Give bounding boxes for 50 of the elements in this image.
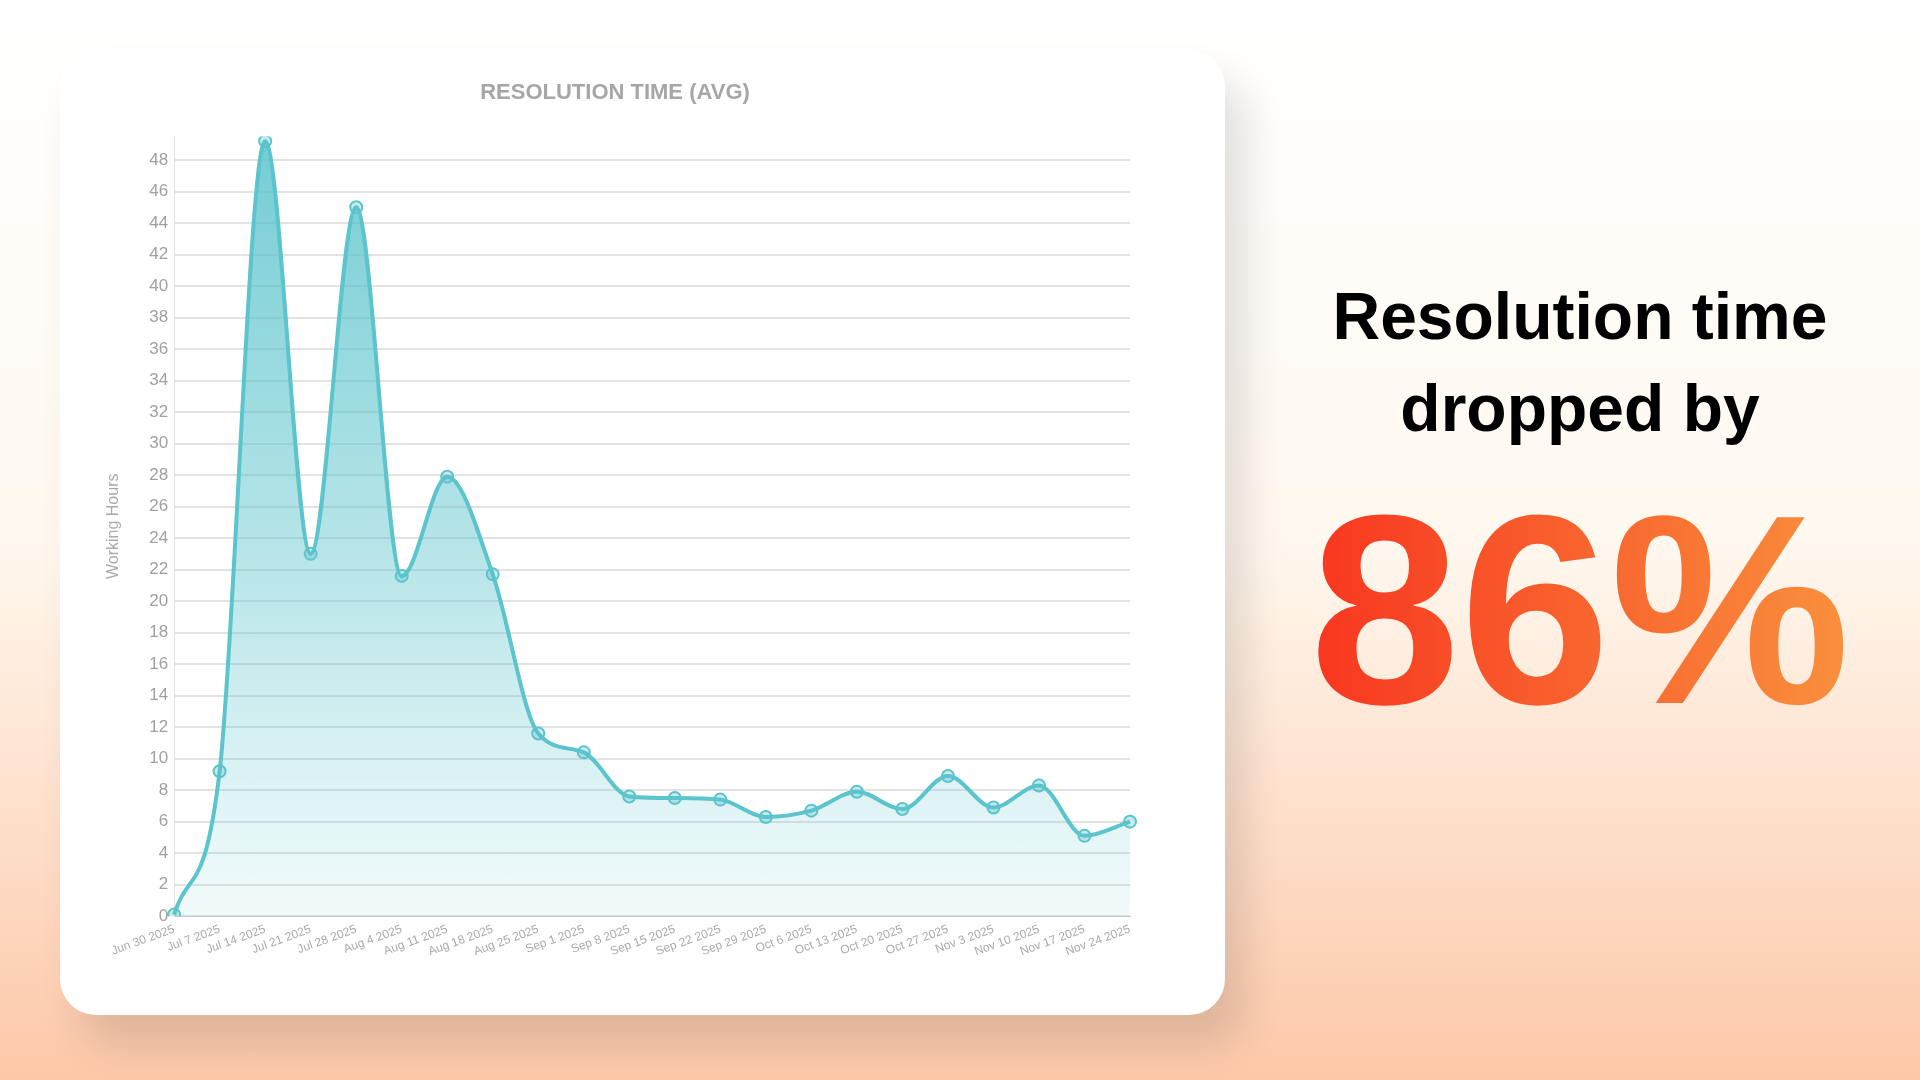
y-tick-label: 34: [149, 370, 169, 390]
y-tick-label: 36: [149, 338, 169, 358]
y-tick-label: 26: [149, 496, 169, 516]
point: [895, 802, 910, 817]
y-tick-label: 42: [149, 244, 169, 264]
y-axis-title: Working Hours: [104, 473, 122, 580]
point: [667, 791, 682, 806]
y-tick-label: 8: [158, 779, 169, 799]
y-tick-label: 12: [149, 716, 169, 736]
y-tick-label: 4: [158, 842, 169, 862]
y-tick-label: 20: [149, 590, 169, 610]
y-tick-label: 0: [158, 905, 169, 925]
y-tick-label: 22: [149, 559, 169, 579]
point: [531, 726, 546, 741]
point: [849, 784, 864, 799]
y-tick-label: 18: [149, 622, 169, 642]
y-tick-label: 32: [149, 401, 169, 421]
point: [713, 792, 728, 807]
y-tick-label: 48: [149, 149, 169, 169]
point: [1123, 814, 1137, 829]
y-tick-label: 10: [149, 748, 169, 768]
point: [940, 768, 955, 783]
point: [212, 764, 227, 779]
y-tick-label: 46: [149, 181, 169, 201]
point: [258, 136, 273, 149]
y-tick-label: 16: [149, 653, 169, 673]
y-tick-label: 40: [149, 275, 169, 295]
point: [394, 568, 409, 583]
point: [1031, 778, 1046, 793]
point: [485, 567, 500, 582]
point: [349, 200, 364, 215]
point: [804, 803, 819, 818]
y-tick-label: 28: [149, 464, 169, 484]
point: [576, 745, 591, 760]
chart-title: RESOLUTION TIME (AVG): [480, 79, 750, 105]
point: [440, 469, 455, 484]
text: 86%: [1308, 459, 1852, 760]
y-tick-label: 38: [149, 307, 169, 327]
point: [758, 809, 773, 824]
point: [303, 546, 318, 561]
y-tick-label: 44: [149, 212, 169, 232]
point: [986, 800, 1001, 815]
point: [622, 789, 637, 804]
y-tick-label: 24: [149, 527, 169, 547]
text: Resolution time dropped by: [1331, 278, 1829, 447]
y-tick-label: 14: [149, 685, 169, 705]
y-tick-label: 6: [158, 811, 169, 831]
y-tick-label: 30: [149, 433, 169, 453]
point: [1077, 828, 1092, 843]
y-tick-label: 2: [158, 874, 169, 894]
